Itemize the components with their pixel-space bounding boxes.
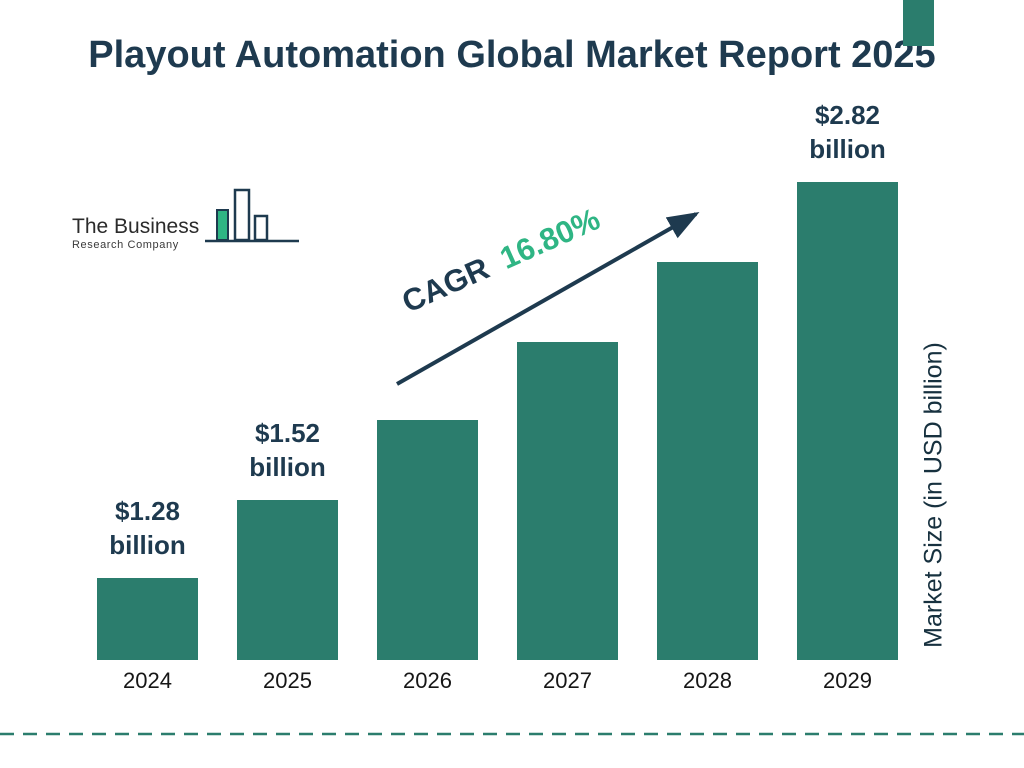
value-label-2025: $1.52 billion <box>249 418 326 482</box>
bar-2024 <box>97 578 198 660</box>
page-title: Playout Automation Global Market Report … <box>88 34 936 76</box>
company-logo-name: The Business <box>72 215 200 238</box>
x-axis-label-2028: 2028 <box>683 668 732 693</box>
bar-2028 <box>657 262 758 660</box>
bar-2026 <box>377 420 478 660</box>
corner-accent-block <box>903 0 934 46</box>
value-label-2029: $2.82 billion <box>809 100 886 164</box>
bar-2027 <box>517 342 618 660</box>
company-logo-subname: Research Company <box>72 239 179 251</box>
value-label-2024: $1.28 billion <box>109 496 186 560</box>
x-axis-label-2024: 2024 <box>123 668 172 693</box>
x-axis-label-2025: 2025 <box>263 668 312 693</box>
x-axis-label-2027: 2027 <box>543 668 592 693</box>
bar-2025 <box>237 500 338 660</box>
bar-2029 <box>797 182 898 660</box>
x-axis-label-2029: 2029 <box>823 668 872 693</box>
company-logo: The Business Research Company <box>72 188 301 257</box>
company-logo-text: The Business Research Company <box>72 215 199 257</box>
x-axis-label-2026: 2026 <box>403 668 452 693</box>
bar-chart-logo-icon <box>205 188 301 257</box>
